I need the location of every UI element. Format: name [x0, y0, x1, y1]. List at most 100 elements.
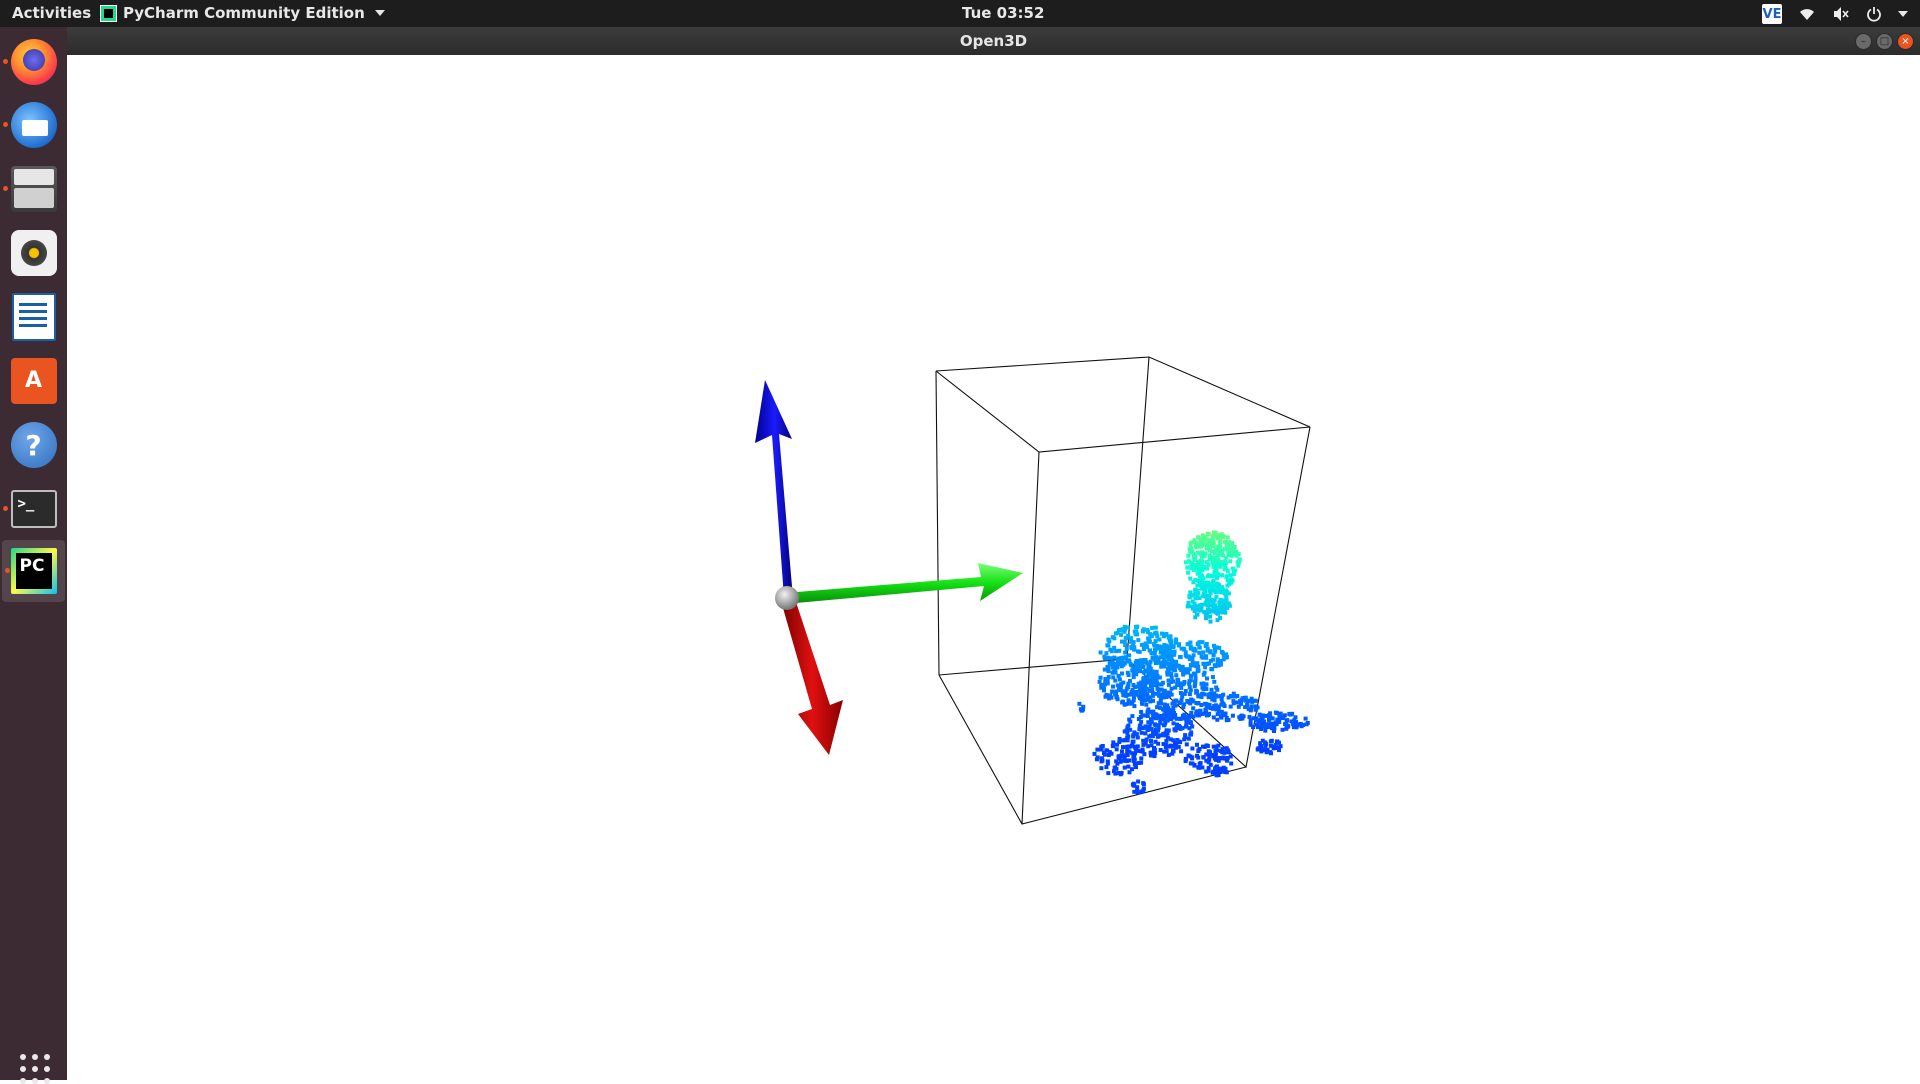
cloud-point: [1209, 599, 1214, 604]
cloud-point: [1116, 673, 1121, 678]
cloud-point: [1112, 645, 1117, 650]
cloud-point: [1117, 737, 1122, 741]
dock-item-writer[interactable]: [0, 286, 67, 348]
power-icon[interactable]: [1866, 6, 1882, 22]
cloud-point: [1217, 600, 1222, 605]
dock-item-firefox[interactable]: [0, 31, 67, 93]
ve-indicator-icon[interactable]: VE: [1762, 4, 1782, 24]
network-icon[interactable]: [1798, 6, 1816, 22]
cloud-point: [1186, 600, 1191, 605]
cloud-point: [1105, 677, 1110, 682]
system-tray[interactable]: VE: [1762, 2, 1908, 26]
cloud-point: [1240, 696, 1245, 701]
cloud-point: [1102, 688, 1106, 693]
cloud-point: [1234, 549, 1239, 554]
cloud-point: [1212, 598, 1216, 603]
cloud-point: [1211, 652, 1216, 657]
cloud-point: [1207, 548, 1212, 553]
cloud-point: [1283, 722, 1288, 727]
cloud-point: [1210, 556, 1215, 561]
cloud-point: [1271, 721, 1276, 726]
cloud-point: [1229, 546, 1234, 551]
cloud-point: [1130, 668, 1135, 673]
cloud-point: [1211, 543, 1216, 548]
cloud-point: [1198, 536, 1203, 541]
dock-item-software[interactable]: [0, 350, 67, 412]
minimize-button[interactable]: –: [1855, 33, 1872, 50]
clock[interactable]: Tue 03:52: [962, 4, 1045, 22]
cloud-point: [1215, 767, 1220, 772]
cloud-point: [1227, 603, 1232, 608]
chevron-down-icon[interactable]: [1898, 11, 1908, 17]
cloud-point: [1202, 534, 1207, 539]
cloud-point: [1187, 594, 1192, 599]
dock-item-help[interactable]: [0, 414, 67, 476]
open3d-viewport[interactable]: [67, 55, 1920, 1080]
cloud-point: [1153, 639, 1158, 644]
cloud-point: [1152, 746, 1156, 750]
cloud-point: [1181, 705, 1186, 710]
cloud-point: [1190, 663, 1195, 668]
cloud-point: [1186, 641, 1191, 646]
cloud-point: [1157, 692, 1162, 697]
firefox-icon: [10, 39, 57, 85]
cloud-point: [1197, 645, 1202, 650]
cloud-point: [1191, 653, 1196, 658]
dock-item-terminal[interactable]: [0, 478, 67, 540]
cloud-point: [1135, 788, 1140, 793]
cloud-point: [1154, 716, 1159, 721]
cloud-point: [1132, 645, 1137, 650]
cloud-point: [1243, 695, 1248, 700]
volume-icon[interactable]: [1832, 6, 1850, 22]
cloud-point: [1154, 669, 1159, 674]
cloud-point: [1126, 681, 1131, 686]
cloud-point: [1190, 646, 1195, 651]
cloud-point: [1191, 593, 1196, 598]
3d-scene[interactable]: [67, 55, 1920, 1080]
dock-item-pycharm[interactable]: [2, 540, 65, 602]
cloud-point: [1265, 747, 1270, 752]
cloud-point: [1236, 704, 1241, 709]
cloud-point: [1219, 715, 1224, 720]
cloud-point: [1184, 717, 1189, 722]
dock-item-rhythmbox[interactable]: [0, 222, 67, 284]
dock-item-files[interactable]: [0, 158, 67, 220]
cloud-point: [1183, 735, 1188, 740]
cloud-point: [1213, 548, 1218, 553]
app-menu[interactable]: PyCharm Community Edition: [100, 4, 385, 22]
cloud-point: [1142, 693, 1147, 698]
cloud-point: [1192, 601, 1197, 606]
cloud-point: [1197, 640, 1202, 645]
cloud-point: [1150, 680, 1155, 684]
cloud-point: [1121, 699, 1125, 704]
window-titlebar[interactable]: Open3D – □ ×: [67, 27, 1920, 55]
cloud-point: [1186, 559, 1191, 564]
cloud-point: [1197, 747, 1202, 751]
top-bar: Activities PyCharm Community Edition Tue…: [0, 0, 1920, 27]
activities-button[interactable]: Activities: [12, 4, 92, 22]
cloud-point: [1081, 704, 1086, 709]
cloud-point: [1227, 549, 1232, 554]
cloud-point: [1231, 546, 1236, 551]
cloud-point: [1221, 692, 1226, 697]
dock-item-thunderbird[interactable]: [0, 94, 67, 156]
cloud-point: [1106, 753, 1111, 757]
cloud-point: [1213, 703, 1218, 708]
cloud-point: [1178, 666, 1182, 671]
cloud-point: [1195, 612, 1199, 617]
cloud-point: [1179, 646, 1184, 651]
cloud-point: [1215, 618, 1220, 623]
files-icon: [10, 166, 57, 212]
cloud-point: [1216, 663, 1221, 668]
cloud-point: [1210, 697, 1215, 702]
cloud-point: [1293, 715, 1298, 720]
cloud-point: [1203, 594, 1208, 599]
cloud-point: [1183, 560, 1188, 565]
close-button[interactable]: ×: [1897, 33, 1914, 50]
maximize-button[interactable]: □: [1876, 33, 1893, 50]
cloud-point: [1154, 679, 1159, 684]
cloud-point: [1226, 553, 1231, 557]
cloud-point: [1134, 629, 1139, 634]
cloud-point: [1156, 701, 1161, 706]
cloud-point: [1104, 656, 1109, 661]
